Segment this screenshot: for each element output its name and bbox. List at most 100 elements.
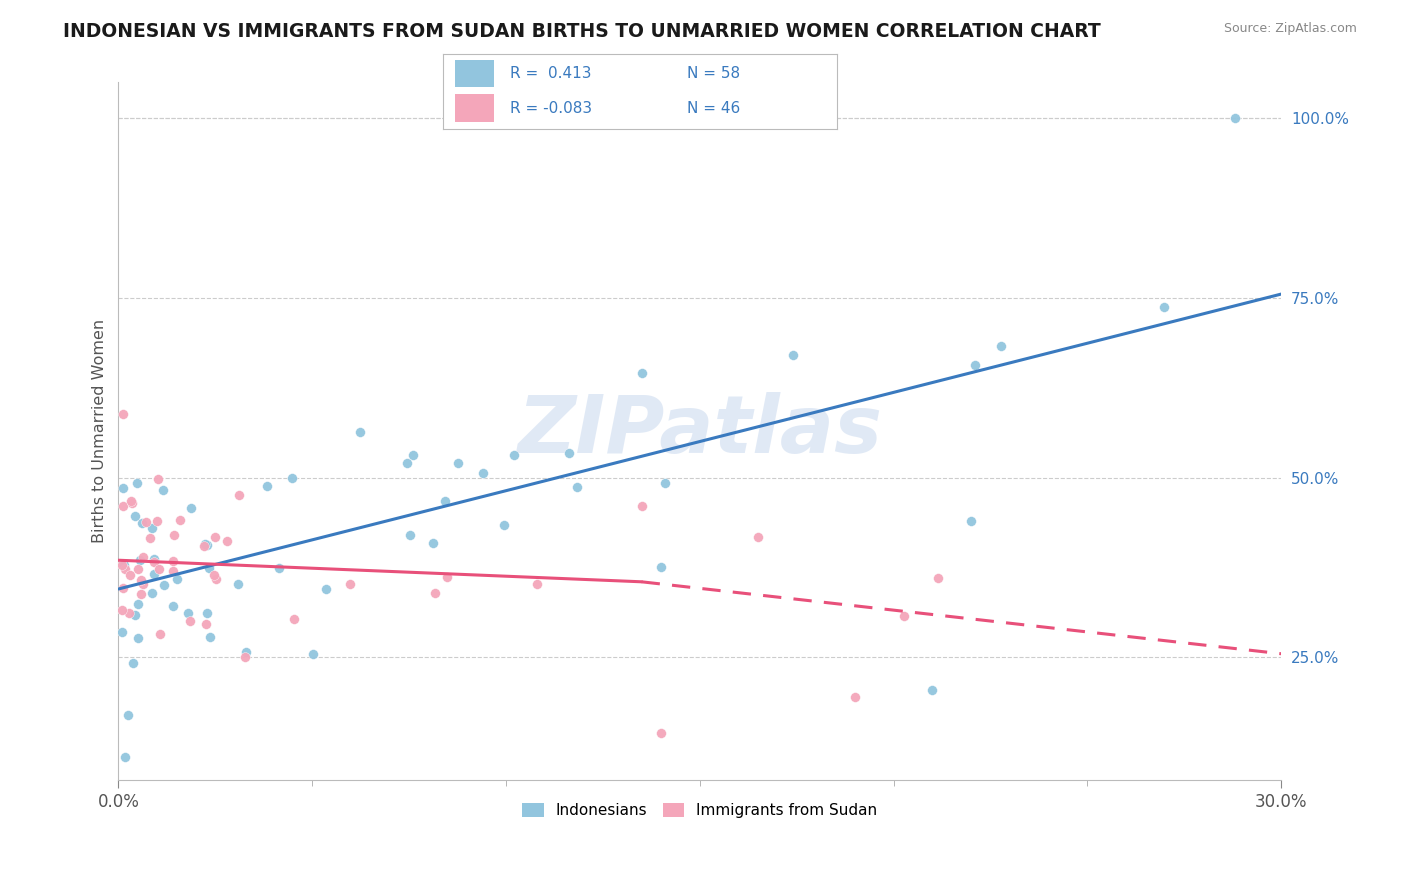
Point [205,572,228,586]
Point [162,564,184,578]
Point [112,481,135,495]
Point [166,572,188,586]
Y-axis label: Births to Unmarried Women: Births to Unmarried Women [93,318,107,543]
Point [425,585,447,599]
Point [118,567,141,582]
Point [630,500,652,514]
Point [747,531,769,545]
Point [650,726,672,740]
Text: R = -0.083: R = -0.083 [510,101,592,116]
Point [124,509,146,524]
Point [558,446,581,460]
Point [122,656,145,670]
Point [927,571,949,585]
Point [401,448,423,462]
Point [204,530,226,544]
Point [349,425,371,440]
Point [228,488,250,502]
Point [162,527,184,541]
Point [844,690,866,704]
Point [567,480,589,494]
Point [283,611,305,625]
Text: ZIPatlas: ZIPatlas [517,392,883,470]
Point [893,608,915,623]
Point [148,562,170,576]
Point [112,558,135,573]
Point [153,578,176,592]
Point [179,615,201,629]
Point [112,407,135,421]
Point [630,366,652,380]
Text: Source: ZipAtlas.com: Source: ZipAtlas.com [1223,22,1357,36]
Text: INDONESIAN VS IMMIGRANTS FROM SUDAN BIRTHS TO UNMARRIED WOMEN CORRELATION CHART: INDONESIAN VS IMMIGRANTS FROM SUDAN BIRT… [63,22,1101,41]
Point [193,539,215,553]
Point [650,560,672,574]
Text: N = 58: N = 58 [688,66,740,81]
Point [502,449,524,463]
Point [180,500,202,515]
Point [921,682,943,697]
Point [302,647,325,661]
Point [471,467,494,481]
Text: R =  0.413: R = 0.413 [510,66,592,81]
Point [399,527,422,541]
Point [434,493,457,508]
Point [233,650,256,665]
Point [177,606,200,620]
Point [131,587,153,601]
Point [131,516,153,530]
Point [111,558,134,573]
Point [112,581,135,595]
Point [198,561,221,575]
Point [422,536,444,550]
Point [235,645,257,659]
Point [965,359,987,373]
Point [226,576,249,591]
Point [142,551,165,566]
Point [143,555,166,569]
Point [197,538,219,552]
Point [111,499,134,513]
Point [447,456,470,470]
Point [131,549,153,564]
Point [169,513,191,527]
Point [121,496,143,510]
Point [782,348,804,362]
Point [162,554,184,568]
Point [125,476,148,491]
Text: N = 46: N = 46 [688,101,740,116]
Point [117,708,139,723]
Point [127,597,149,611]
Point [132,577,155,591]
Point [127,632,149,646]
Point [135,515,157,529]
FancyBboxPatch shape [454,95,494,122]
Legend: Indonesians, Immigrants from Sudan: Indonesians, Immigrants from Sudan [516,797,883,824]
Point [145,515,167,529]
Point [194,536,217,550]
Point [395,456,418,470]
Point [111,624,134,639]
Point [118,606,141,620]
Point [149,627,172,641]
Point [114,750,136,764]
Point [990,339,1012,353]
Point [129,573,152,587]
Point [339,576,361,591]
Point [162,599,184,614]
Point [494,517,516,532]
Point [960,514,983,528]
FancyBboxPatch shape [454,60,494,87]
Point [114,562,136,576]
Point [127,562,149,576]
Point [152,483,174,497]
Point [195,606,218,620]
Point [120,494,142,508]
Point [129,553,152,567]
Point [1223,111,1246,125]
Point [139,531,162,545]
Point [124,607,146,622]
Point [198,631,221,645]
Point [142,567,165,582]
Point [195,616,218,631]
